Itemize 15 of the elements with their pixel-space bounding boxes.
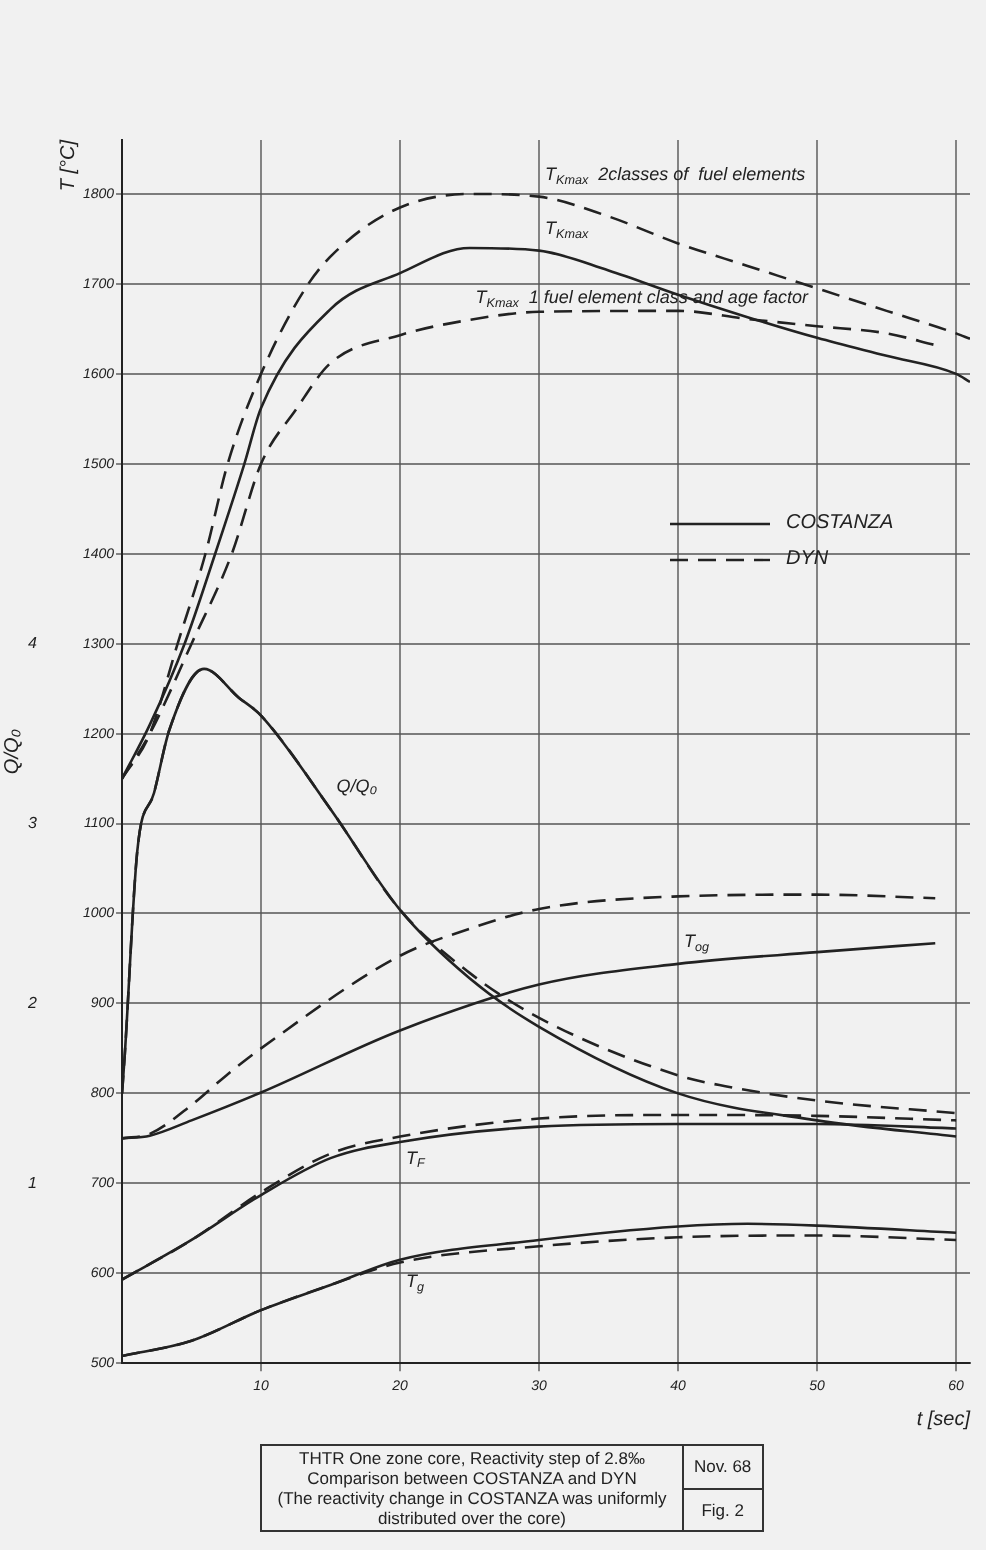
caption: Fig. 2 [683,1488,763,1531]
legend-label: COSTANZA [786,512,894,535]
y-axis-title: T [°C] [58,139,81,192]
text: (The reactivity change in COSTANZA was uniformly distributed over the core) [275,1488,669,1528]
text: THTR One zone core, Reactivity step of 2.8‰ [297,1448,647,1468]
y2-tick-label: 1 [27,1173,37,1192]
y2-tick-label: 4 [27,634,38,653]
y2-tick-label: 2 [25,993,38,1012]
legend-label: DYN [786,548,829,571]
text: Comparison between COSTANZA and DYN [305,1468,639,1488]
y2-tick-label: 3 [27,813,38,832]
y2-axis-title: Q/Q₀ [1,729,24,775]
x-axis-title: t [sec] [916,1408,971,1431]
annotation: Q/Q₀ [336,776,378,797]
text: Nov. 68 [683,1445,763,1488]
